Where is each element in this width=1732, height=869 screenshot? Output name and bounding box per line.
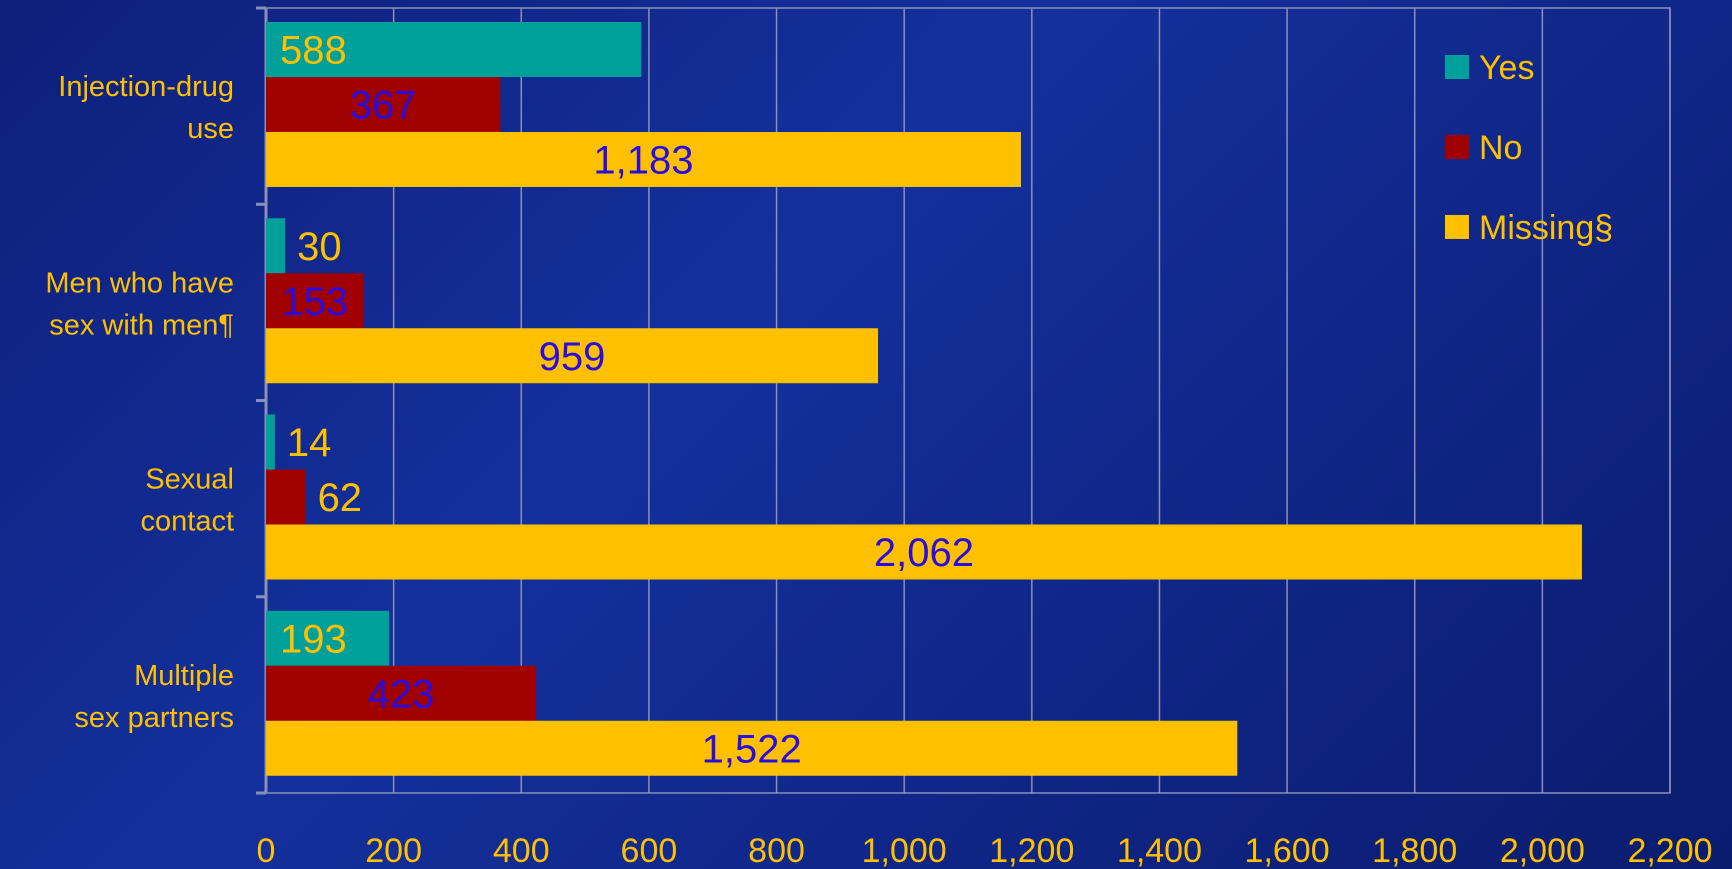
- data-label: 588: [280, 29, 347, 73]
- data-label: 1,522: [702, 727, 802, 771]
- data-label: 2,062: [874, 531, 974, 575]
- bar-yes: [266, 610, 390, 666]
- bar-missing: [266, 720, 1238, 776]
- legend-swatch: [1445, 135, 1469, 159]
- x-tick-label: 600: [621, 832, 678, 869]
- bar-no: [266, 469, 306, 525]
- category-label: Sexual: [145, 464, 234, 496]
- data-label: 423: [368, 672, 435, 716]
- category-label: sex partners: [74, 702, 234, 734]
- category-label: contact: [141, 506, 235, 538]
- legend-label: Missing§: [1479, 209, 1613, 247]
- bar-missing: [266, 328, 879, 384]
- legend-label: No: [1479, 129, 1522, 167]
- legend-swatch: [1445, 215, 1469, 239]
- category-label: sex with men¶: [49, 309, 234, 341]
- category-label: Injection-drug: [58, 71, 234, 103]
- data-label: 1,183: [593, 139, 693, 183]
- data-label: 30: [297, 225, 342, 269]
- x-tick-label: 800: [748, 832, 805, 869]
- bar-no: [266, 273, 364, 329]
- legend-label: Yes: [1479, 49, 1534, 87]
- x-tick-label: 1,600: [1245, 832, 1330, 869]
- category-label: Multiple: [134, 660, 234, 692]
- x-tick-label: 200: [365, 832, 422, 869]
- x-tick-label: 2,000: [1500, 832, 1585, 869]
- bar-missing: [266, 524, 1582, 580]
- x-tick-label: 1,400: [1117, 832, 1202, 869]
- bar-yes: [266, 218, 286, 274]
- x-tick-label: 400: [493, 832, 550, 869]
- data-label: 193: [280, 617, 347, 661]
- data-label: 367: [350, 84, 417, 128]
- x-tick-label: 1,800: [1372, 832, 1457, 869]
- x-tick-label: 1,000: [862, 832, 947, 869]
- bar-no: [266, 77, 501, 132]
- category-label: use: [187, 113, 234, 145]
- category-label: Men who have: [45, 267, 234, 299]
- bar-yes: [266, 414, 275, 470]
- bar-yes: [266, 22, 642, 77]
- x-tick-label: 1,200: [989, 832, 1074, 869]
- bar-missing: [266, 132, 1021, 187]
- data-label: 14: [287, 421, 332, 465]
- data-label: 153: [281, 280, 348, 324]
- x-tick-label: 0: [257, 832, 276, 869]
- legend-swatch: [1445, 55, 1469, 79]
- bar-no: [266, 665, 536, 721]
- x-tick-label: 2,200: [1627, 832, 1712, 869]
- data-label: 62: [318, 476, 363, 520]
- data-label: 959: [539, 335, 606, 379]
